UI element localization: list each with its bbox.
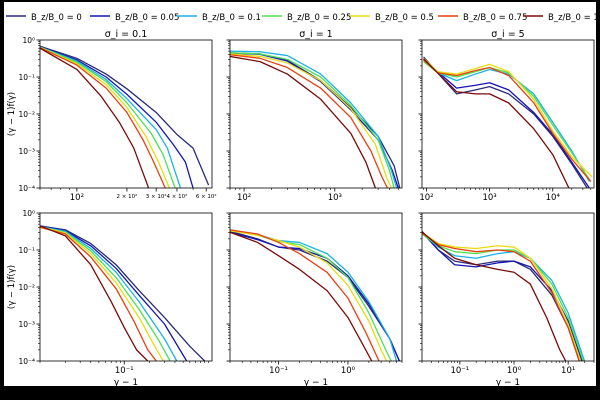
panel-0-1: 10² 10³ σ_i = 1 — [226, 29, 403, 203]
y-tick-label-4: 10⁻⁴ — [18, 357, 35, 366]
y-axis-label: (γ − 1)f(γ) — [7, 92, 17, 136]
series-line-5 — [230, 54, 389, 188]
x-tick-label-4: 6 × 10² — [196, 193, 217, 200]
x-axis-label: γ − 1 — [114, 378, 138, 388]
series-line-2 — [40, 46, 182, 188]
series-line-2 — [40, 225, 178, 361]
x-tick-label-0: 10² — [70, 193, 84, 203]
x-tick-label-0: 10² — [237, 193, 251, 203]
series-line-0 — [40, 45, 210, 186]
series-line-3 — [422, 233, 584, 361]
legend-label-1: B_z/B_0 = 0.05 — [115, 13, 179, 23]
series-line-4 — [422, 231, 582, 361]
series-line-4 — [230, 53, 392, 188]
legend-label-6: B_z/B_0 = 1 — [548, 13, 599, 23]
x-tick-label-1: 10⁰ — [341, 366, 356, 376]
y-tick-label-0: 10⁰ — [22, 209, 35, 218]
series-group — [422, 230, 586, 361]
series-group — [230, 229, 400, 361]
y-axis-label: (γ − 1)f(γ) — [7, 265, 17, 309]
series-line-0 — [423, 56, 588, 188]
series-line-3 — [423, 61, 592, 182]
legend-label-4: B_z/B_0 = 0.5 — [375, 13, 434, 23]
series-line-4 — [423, 57, 593, 178]
panel-title: σ_i = 1 — [299, 29, 332, 40]
series-line-2 — [230, 50, 398, 188]
y-tick-label-3: 10⁻³ — [18, 147, 35, 156]
panel-frame — [229, 212, 403, 362]
panel-title: σ_i = 5 — [491, 29, 524, 40]
series-group — [40, 45, 210, 188]
series-line-4 — [40, 226, 164, 361]
series-line-5 — [40, 226, 157, 361]
panel-1-0: 10⁻¹ 10⁰ 10⁻¹ 10⁻² 10⁻³ 10⁻⁴ γ − 1 (γ − 1)f(γ) — [7, 209, 213, 388]
panels: 10² 2 × 10² 3 × 10² 4 × 10² 6 × 10²10⁰10⁻¹10… — [7, 29, 595, 388]
series-line-3 — [40, 46, 176, 188]
panel-1-1: 10⁻¹ 10⁰ γ − 1 — [226, 212, 403, 388]
series-line-0 — [40, 225, 206, 361]
series-line-1 — [423, 58, 590, 188]
series-line-6 — [40, 225, 149, 361]
panel-frame — [39, 212, 213, 362]
series-line-1 — [40, 46, 194, 188]
x-axis-label: γ − 1 — [496, 378, 520, 388]
legend: B_z/B_0 = 0 B_z/B_0 = 0.05 B_z/B_0 = 0.1 B_… — [6, 13, 599, 23]
y-tick-label-4: 10⁻⁴ — [18, 184, 35, 193]
series-line-5 — [423, 59, 592, 182]
y-tick-label-1: 10⁻¹ — [18, 73, 35, 82]
legend-label-0: B_z/B_0 = 0 — [31, 13, 82, 23]
series-line-6 — [230, 55, 377, 188]
legend-label-2: B_z/B_0 = 0.1 — [202, 13, 261, 23]
x-axis-label: γ − 1 — [304, 378, 328, 388]
panel-frame — [229, 39, 403, 189]
series-line-5 — [230, 229, 380, 361]
y-tick-label-2: 10⁻² — [18, 110, 35, 119]
x-tick-label-0: 10⁻¹ — [450, 366, 469, 376]
y-tick-label-1: 10⁻¹ — [18, 246, 35, 255]
y-tick-label-3: 10⁻³ — [18, 320, 35, 329]
x-tick-label-3: 4 × 10² — [167, 193, 188, 200]
x-tick-label-1: 10³ — [482, 193, 496, 203]
x-tick-label-0: 10² — [419, 193, 433, 203]
figure-background — [4, 2, 596, 386]
y-tick-label-2: 10⁻² — [18, 283, 35, 292]
series-line-6 — [422, 231, 567, 361]
panel-frame — [421, 212, 595, 362]
x-tick-label-0: 10⁻¹ — [115, 366, 134, 376]
series-line-6 — [40, 47, 150, 188]
panel-0-2: 10² 10³ 10⁴ σ_i = 5 — [418, 29, 595, 203]
x-tick-label-1: 10³ — [328, 193, 342, 203]
series-line-5 — [40, 47, 166, 188]
series-line-5 — [422, 232, 580, 361]
series-line-4 — [40, 46, 170, 188]
series-group — [230, 50, 401, 188]
x-tick-label-0: 10⁻¹ — [269, 366, 288, 376]
legend-label-3: B_z/B_0 = 0.25 — [287, 13, 351, 23]
y-tick-label-0: 10⁰ — [22, 36, 35, 45]
series-group — [423, 56, 593, 188]
panel-title: σ_i = 0.1 — [105, 29, 148, 40]
panel-frame — [421, 39, 595, 189]
x-tick-label-2: 10¹ — [561, 366, 575, 376]
panel-0-0: 10² 2 × 10² 3 × 10² 4 × 10² 6 × 10² 10⁰ 10⁻¹ 10… — [7, 29, 217, 203]
x-tick-label-2: 3 × 10² — [146, 193, 167, 200]
series-line-6 — [230, 231, 373, 361]
legend-label-5: B_z/B_0 = 0.75 — [463, 13, 527, 23]
x-tick-label-1: 10⁰ — [507, 366, 522, 376]
x-tick-label-2: 10⁴ — [546, 193, 561, 203]
series-line-6 — [423, 58, 570, 188]
series-line-3 — [230, 52, 395, 188]
series-group — [40, 225, 206, 361]
panel-1-2: 10⁻¹ 10⁰ 10¹ γ − 1 — [418, 212, 595, 388]
x-tick-label-1: 2 × 10² — [117, 193, 138, 200]
panel-frame — [39, 39, 213, 189]
